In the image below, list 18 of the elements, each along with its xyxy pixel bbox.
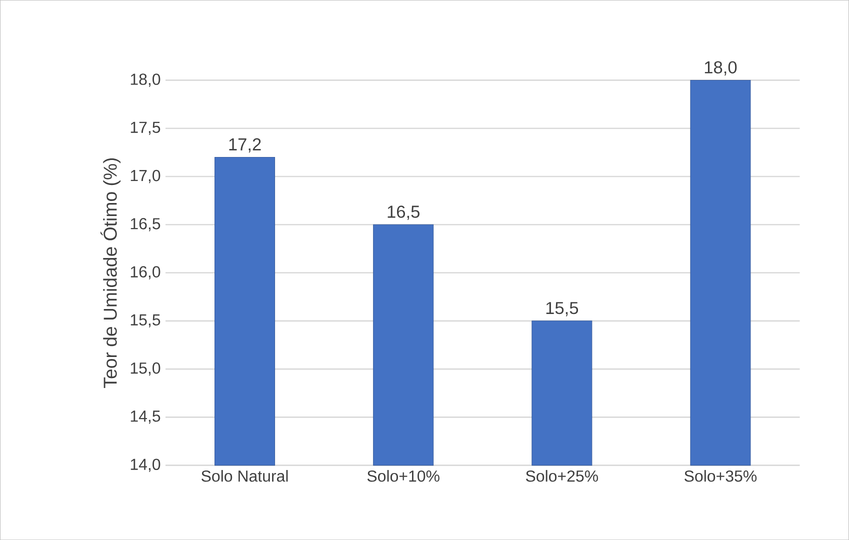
x-tick-label: Solo Natural — [202, 470, 288, 482]
y-axis-title: Teor de Umidade Ótimo (%) — [100, 158, 121, 388]
data-label: 15,5 — [546, 302, 578, 316]
y-tick-label: 17,5 — [130, 122, 160, 135]
y-tick-label: 16,0 — [130, 266, 160, 280]
data-label: 16,5 — [388, 206, 420, 220]
y-tick-label: 16,5 — [130, 218, 160, 232]
y-tick-label: 14,5 — [130, 410, 160, 424]
x-tick-label: Solo+10% — [367, 470, 440, 482]
y-tick-label: 17,0 — [130, 170, 160, 184]
x-tick-label: Solo+25% — [526, 470, 598, 482]
data-label: 17,2 — [229, 138, 261, 152]
y-tick-label: 15,5 — [130, 314, 160, 328]
x-tick-label: Solo+35% — [684, 470, 757, 482]
data-label: 18,0 — [704, 61, 737, 76]
y-tick-label: 14,0 — [130, 458, 160, 472]
y-tick-label: 15,0 — [130, 362, 160, 376]
y-tick-label: 18,0 — [130, 74, 160, 87]
